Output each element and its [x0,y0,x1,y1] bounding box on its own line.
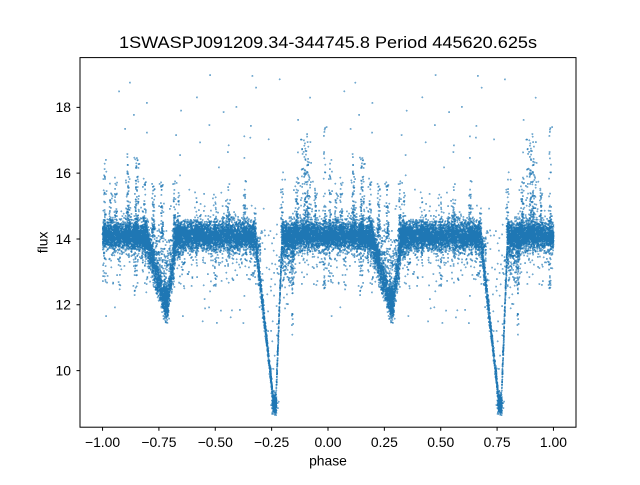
svg-text:12: 12 [56,297,72,313]
svg-text:−1.00: −1.00 [85,434,120,450]
svg-text:1SWASPJ091209.34-344745.8 Peri: 1SWASPJ091209.34-344745.8 Period 445620.… [119,33,537,52]
svg-text:0.00: 0.00 [314,434,341,450]
svg-text:−0.25: −0.25 [254,434,289,450]
svg-text:phase: phase [309,453,347,469]
svg-text:10: 10 [56,362,72,378]
svg-text:18: 18 [56,99,72,115]
svg-text:0.25: 0.25 [371,434,398,450]
svg-text:16: 16 [56,165,72,181]
svg-text:1.00: 1.00 [540,434,567,450]
svg-text:0.50: 0.50 [427,434,454,450]
svg-text:flux: flux [35,232,51,254]
svg-text:14: 14 [56,231,72,247]
svg-text:−0.50: −0.50 [198,434,233,450]
svg-text:0.75: 0.75 [484,434,511,450]
svg-text:−0.75: −0.75 [141,434,176,450]
